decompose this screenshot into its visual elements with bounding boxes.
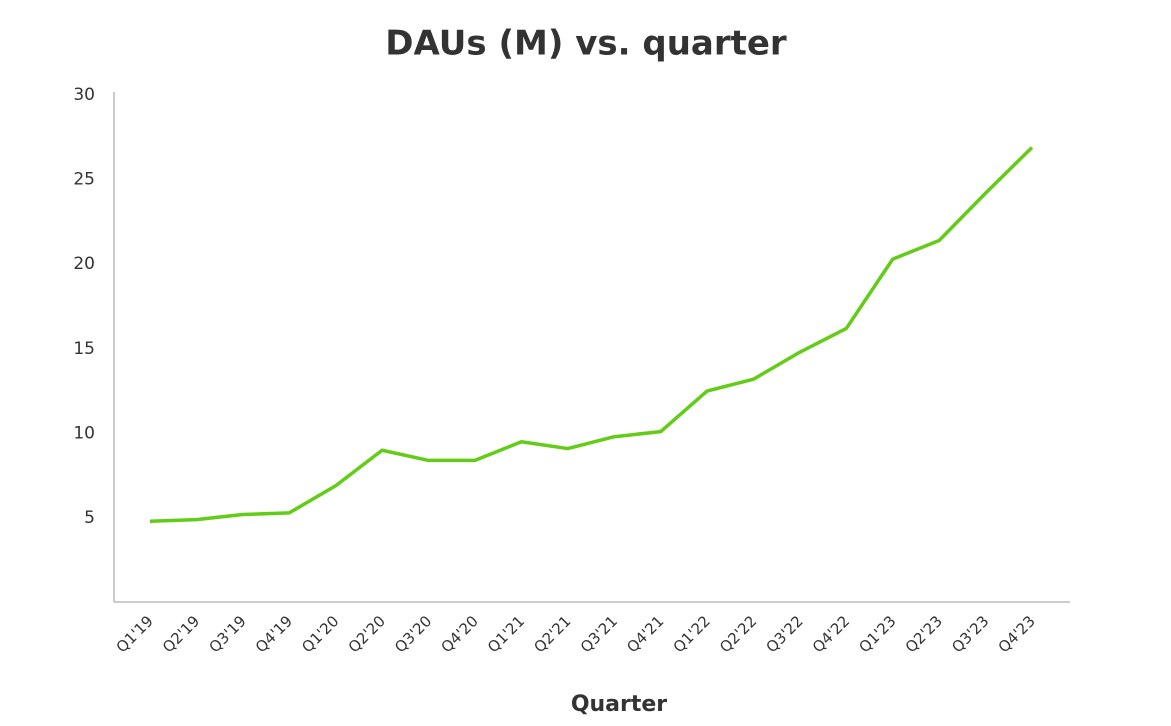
- x-tick-label: Q1'23: [855, 612, 899, 656]
- y-tick-label: 15: [73, 339, 95, 359]
- x-tick-label: Q3'20: [391, 612, 435, 656]
- x-tick-label: Q3'23: [948, 612, 992, 656]
- y-tick-label: 5: [84, 508, 95, 528]
- x-tick-label: Q4'20: [438, 612, 482, 656]
- x-tick-label: Q3'22: [762, 612, 806, 656]
- x-tick-label: Q2'19: [159, 612, 203, 656]
- x-tick-label: Q2'21: [530, 612, 574, 656]
- x-tick-label: Q2'22: [716, 612, 760, 656]
- data-line: [149, 146, 1034, 524]
- x-axis-label: Quarter: [571, 692, 667, 717]
- x-tick-label: Q3'19: [205, 612, 249, 656]
- chart-title: DAUs (M) vs. quarter: [385, 24, 787, 64]
- x-tick-label: Q4'22: [809, 612, 853, 656]
- x-tick-label: Q4'23: [995, 612, 1039, 656]
- x-tick-label: Q1'22: [670, 612, 714, 656]
- x-tick-label: Q2'23: [902, 612, 946, 656]
- y-tick-label: 10: [73, 423, 95, 443]
- y-tick-label: 30: [73, 85, 95, 105]
- x-tick-label: Q4'19: [252, 612, 296, 656]
- x-tick-label: Q1'21: [484, 612, 528, 656]
- x-tick-label: Q3'21: [577, 612, 621, 656]
- x-tick-label: Q1'20: [298, 612, 342, 656]
- y-tick-label: 20: [73, 254, 95, 274]
- y-tick-label: 25: [73, 170, 95, 190]
- x-tick-label: Q1'19: [113, 612, 157, 656]
- x-tick-label: Q2'20: [345, 612, 389, 656]
- x-tick-label: Q4'21: [623, 612, 667, 656]
